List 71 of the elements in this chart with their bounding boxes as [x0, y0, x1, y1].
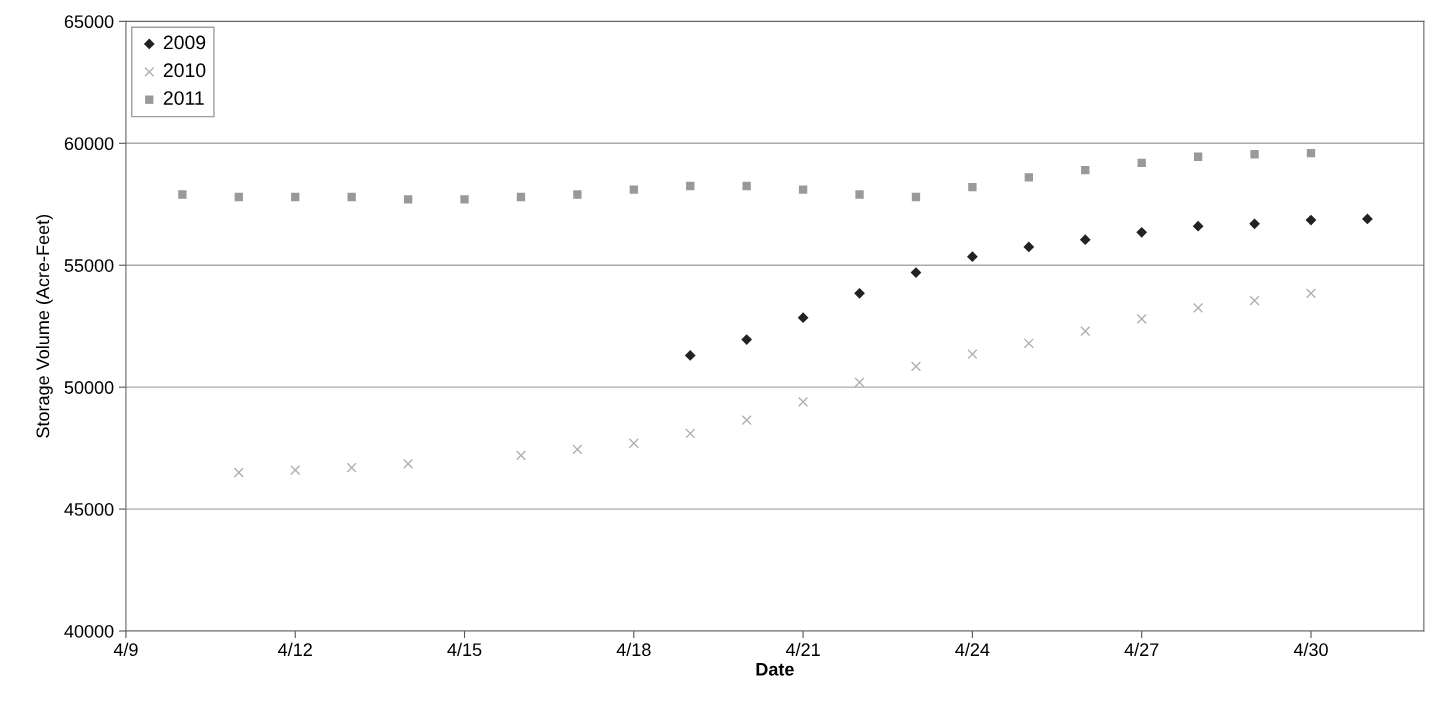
point	[1250, 150, 1259, 159]
y-axis-title: Storage Volume (Acre-Feet)	[35, 214, 53, 438]
point	[290, 464, 301, 476]
y-tick-label: 55000	[64, 259, 114, 272]
point	[1137, 158, 1146, 167]
point	[797, 312, 809, 324]
legend-label: 2011	[163, 91, 204, 105]
point	[1080, 325, 1091, 337]
point	[403, 195, 413, 204]
x-tick-label: 4/27	[1124, 642, 1159, 657]
point	[346, 462, 357, 473]
point	[967, 349, 978, 360]
point	[798, 185, 808, 194]
point	[234, 192, 243, 202]
point	[686, 181, 695, 191]
point	[1023, 338, 1034, 349]
point	[967, 251, 978, 263]
point	[178, 190, 187, 199]
y-tick-label: 45000	[64, 503, 114, 516]
point	[516, 192, 526, 202]
point	[854, 287, 865, 299]
point	[742, 181, 751, 191]
x-tick-label: 4/9	[113, 642, 138, 657]
y-tick-label: 65000	[64, 15, 114, 29]
x-tick-label: 4/15	[447, 642, 482, 657]
point	[347, 192, 356, 202]
point	[684, 350, 696, 361]
x-tick-label: 4/21	[785, 642, 820, 657]
point	[1362, 213, 1373, 225]
point	[685, 428, 696, 439]
point	[1023, 241, 1035, 253]
x-tick-label: 4/30	[1293, 642, 1328, 657]
point	[968, 183, 977, 192]
x-tick-label: 4/18	[616, 642, 651, 657]
point	[1249, 295, 1260, 306]
legend-label: 2009	[163, 35, 206, 50]
point	[1305, 214, 1317, 226]
x-axis-title: Date	[756, 663, 794, 676]
point	[1306, 148, 1316, 158]
point	[1079, 234, 1091, 246]
point	[233, 467, 244, 478]
y-tick-label: 40000	[64, 624, 114, 638]
point	[1193, 302, 1204, 313]
legend-label: 2010	[163, 63, 206, 78]
point	[741, 414, 752, 426]
point	[1305, 288, 1317, 299]
point	[855, 190, 864, 199]
point	[573, 190, 582, 199]
y-tick-label: 50000	[64, 381, 114, 394]
point	[1193, 152, 1203, 161]
point	[1192, 220, 1204, 232]
point	[291, 192, 300, 202]
point	[1249, 218, 1260, 230]
x-tick-label: 4/12	[278, 642, 312, 657]
point	[911, 192, 921, 202]
point	[1081, 165, 1090, 175]
point	[1136, 226, 1148, 238]
point	[572, 444, 583, 455]
point	[402, 458, 414, 470]
point	[628, 438, 639, 449]
point	[460, 195, 469, 204]
y-tick-label: 60000	[64, 137, 114, 151]
point	[1024, 173, 1033, 182]
point	[629, 185, 638, 194]
point	[741, 334, 753, 345]
point	[1136, 313, 1147, 324]
x-tick-label: 4/24	[955, 642, 990, 657]
point	[854, 377, 865, 388]
point	[515, 450, 527, 461]
point	[798, 396, 809, 407]
point	[910, 361, 922, 372]
